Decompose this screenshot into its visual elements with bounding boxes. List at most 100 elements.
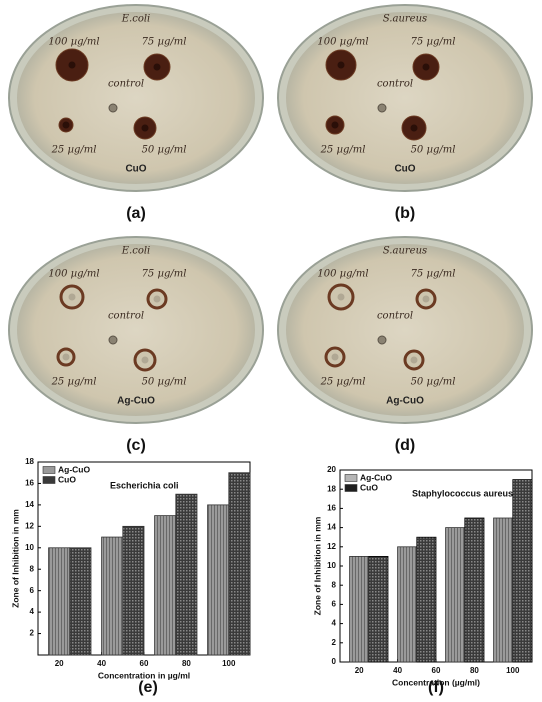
well <box>377 103 387 113</box>
bar <box>349 556 370 663</box>
y-tick-label: 12 <box>25 521 34 530</box>
y-axis-label: Zone of Inhibition in mm <box>312 516 322 615</box>
y-tick-label: 14 <box>25 500 34 509</box>
x-tick-label: 60 <box>140 659 149 668</box>
bar <box>101 536 124 656</box>
organism-label: E.coli <box>121 246 151 257</box>
bar <box>154 515 177 656</box>
legend-swatch <box>42 466 56 474</box>
x-tick-label: 80 <box>470 666 479 675</box>
bar <box>368 556 389 663</box>
x-axis-label: Concentration in µg/ml <box>98 670 190 680</box>
x-tick-label: 20 <box>55 659 64 668</box>
y-tick-label: 10 <box>25 543 34 552</box>
y-tick-label: 14 <box>327 523 336 532</box>
well <box>108 103 118 113</box>
well-label: 75 µg/ml <box>411 37 456 48</box>
bar <box>69 547 92 656</box>
x-tick-label: 40 <box>393 666 402 675</box>
well-label: 100 µg/ml <box>48 37 99 48</box>
legend-swatch <box>344 474 358 482</box>
bar <box>397 546 418 663</box>
y-tick-label: 18 <box>25 457 34 466</box>
well-label: 25 µg/ml <box>320 145 366 156</box>
well <box>422 295 430 303</box>
bar <box>512 479 533 663</box>
well-label: 25 µg/ml <box>51 145 97 156</box>
material-label: Ag-CuO <box>386 396 424 407</box>
legend-label: Ag-CuO <box>360 472 392 482</box>
legend-label: CuO <box>360 482 378 492</box>
chart-title: Staphylococcus aureus <box>412 488 513 498</box>
x-tick-label: 100 <box>222 659 236 668</box>
bar <box>175 493 198 656</box>
bar <box>493 517 514 663</box>
x-tick-label: 100 <box>506 666 520 675</box>
y-tick-label: 16 <box>25 479 34 488</box>
material-label: Ag-CuO <box>117 396 155 407</box>
well-label: 100 µg/ml <box>317 37 368 48</box>
y-tick-label: 2 <box>30 629 35 638</box>
well <box>422 63 430 71</box>
bar <box>464 517 485 663</box>
x-tick-label: 60 <box>432 666 441 675</box>
organism-label: S.aureus <box>383 14 427 25</box>
well <box>68 293 76 301</box>
y-tick-label: 18 <box>327 484 336 493</box>
well-label: control <box>377 311 413 322</box>
legend-swatch <box>42 476 56 484</box>
well <box>153 63 161 71</box>
bar <box>122 525 145 656</box>
x-tick-label: 20 <box>355 666 364 675</box>
panel-label: (b) <box>395 205 415 222</box>
y-tick-label: 8 <box>30 564 35 573</box>
y-tick-label: 6 <box>30 586 35 595</box>
well <box>141 356 149 364</box>
y-tick-label: 0 <box>332 657 337 666</box>
bar <box>48 547 71 656</box>
well <box>377 335 387 345</box>
panel-label: (f) <box>428 679 444 696</box>
well <box>141 124 149 132</box>
chart-title: Escherichia coli <box>110 480 179 490</box>
organism-label: E.coli <box>121 14 151 25</box>
legend-label: Ag-CuO <box>58 464 90 474</box>
well-label: 75 µg/ml <box>411 269 456 280</box>
bar <box>416 536 437 663</box>
well-label: 50 µg/ml <box>142 377 187 388</box>
well <box>62 353 70 361</box>
bar <box>445 527 466 663</box>
panel-label: (e) <box>138 679 158 696</box>
legend-label: CuO <box>58 474 76 484</box>
x-tick-label: 40 <box>97 659 106 668</box>
well <box>62 121 70 129</box>
well-label: control <box>108 79 144 90</box>
panel-label: (d) <box>395 437 415 454</box>
well-label: control <box>377 79 413 90</box>
y-tick-label: 4 <box>30 607 35 616</box>
well-label: 25 µg/ml <box>320 377 366 388</box>
y-tick-label: 12 <box>327 542 336 551</box>
well <box>337 293 345 301</box>
material-label: CuO <box>125 164 146 175</box>
well-label: 75 µg/ml <box>142 269 187 280</box>
material-label: CuO <box>394 164 415 175</box>
y-tick-label: 10 <box>327 561 336 570</box>
panel-label: (a) <box>126 205 146 222</box>
x-tick-label: 80 <box>182 659 191 668</box>
y-tick-label: 20 <box>327 465 336 474</box>
well <box>153 295 161 303</box>
y-tick-label: 16 <box>327 504 336 513</box>
y-tick-label: 8 <box>332 580 337 589</box>
y-axis-label: Zone of Inhibition in mm <box>10 509 20 608</box>
x-axis-label: Concentration (µg/ml) <box>392 677 480 687</box>
bar <box>228 472 251 656</box>
well-label: 50 µg/ml <box>411 145 456 156</box>
well-label: 50 µg/ml <box>411 377 456 388</box>
panel-label: (c) <box>126 437 146 454</box>
well-label: 100 µg/ml <box>48 269 99 280</box>
well-label: 25 µg/ml <box>51 377 97 388</box>
y-tick-label: 2 <box>332 638 337 647</box>
well <box>331 353 339 361</box>
